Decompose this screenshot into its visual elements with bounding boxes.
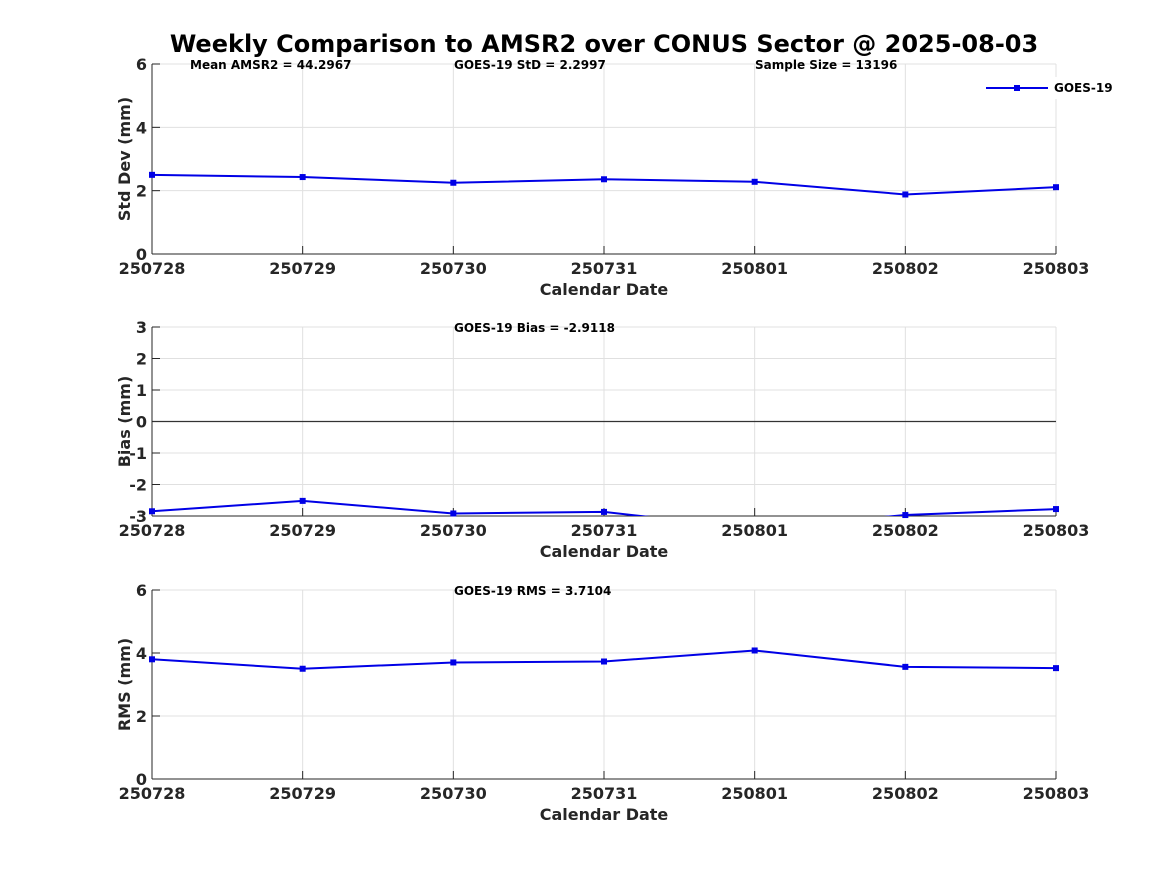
x-tick-label: 250729 [269, 259, 336, 278]
data-point [1053, 184, 1059, 191]
x-tick-label: 250730 [420, 259, 487, 278]
data-point [751, 647, 758, 654]
subplots: 250728 250729 250730 250731 250801 250802 2508… [115, 55, 1089, 824]
y-axis-label: Bias (mm) [115, 376, 134, 468]
stat-annotation: Sample Size = 13196 [755, 58, 897, 72]
legend-marker-icon [1014, 85, 1020, 91]
y-axis-label: Std Dev (mm) [115, 97, 134, 221]
chart-title: Weekly Comparison to AMSR2 over CONUS Se… [170, 30, 1038, 58]
y-tick-label: -2 [129, 476, 147, 495]
x-tick-label: 250801 [721, 259, 788, 278]
x-tick-label: 250803 [1023, 784, 1090, 803]
x-tick-label: 250728 [119, 521, 186, 540]
y-tick-label: 6 [136, 55, 147, 74]
x-tick-label: 250731 [571, 259, 638, 278]
stat-annotation: GOES-19 RMS = 3.7104 [454, 584, 611, 598]
x-tick-label: 250802 [872, 784, 939, 803]
x-tick-label: 250729 [269, 521, 336, 540]
data-point [149, 171, 155, 178]
x-tick-label: 250803 [1023, 259, 1090, 278]
data-point [601, 508, 607, 515]
data-point [299, 665, 306, 672]
y-tick-label: 4 [136, 644, 147, 663]
x-axis-label: Calendar Date [540, 542, 669, 561]
x-tick-label: 250803 [1023, 521, 1090, 540]
stat-annotation: Mean AMSR2 = 44.2967 [190, 58, 351, 72]
data-point [902, 512, 909, 519]
data-point [450, 179, 457, 186]
subplot-3: 250728 250729 250730 250731 250801 250802 2508… [115, 581, 1089, 824]
x-tick-label: 250801 [721, 784, 788, 803]
y-tick-label: 0 [136, 770, 147, 789]
y-tick-label: 4 [136, 118, 147, 137]
x-tick-label: 250802 [872, 521, 939, 540]
x-tick-label: 250729 [269, 784, 336, 803]
legend: GOES-19 [978, 77, 1118, 99]
x-tick-label: 250728 [119, 784, 186, 803]
y-tick-label: -3 [129, 507, 147, 526]
x-tick-label: 250730 [420, 521, 487, 540]
x-tick-label: 250731 [571, 784, 638, 803]
y-tick-label: 1 [136, 381, 147, 400]
data-point [1053, 506, 1059, 513]
data-point [450, 510, 457, 517]
y-tick-label: 0 [136, 413, 147, 432]
data-point [299, 497, 306, 504]
stat-annotation: GOES-19 Bias = -2.9118 [454, 321, 615, 335]
y-tick-label: 2 [136, 182, 147, 201]
data-point [450, 659, 457, 666]
data-point [751, 178, 758, 185]
x-tick-label: 250731 [571, 521, 638, 540]
subplot-2: 250728 250729 250730 250731 250801 250802 2508… [115, 318, 1089, 561]
data-point [149, 508, 155, 515]
data-point [601, 658, 607, 665]
stat-annotation: GOES-19 StD = 2.2997 [454, 58, 606, 72]
legend-label: GOES-19 [1054, 81, 1113, 95]
y-tick-label: -1 [129, 444, 147, 463]
x-tick-label: 250801 [721, 521, 788, 540]
y-tick-label: 3 [136, 318, 147, 337]
data-point [902, 191, 909, 198]
y-tick-label: 6 [136, 581, 147, 600]
data-point [1053, 665, 1059, 672]
y-tick-label: 2 [136, 350, 147, 369]
y-axis-label: RMS (mm) [115, 638, 134, 731]
data-point [902, 663, 909, 670]
y-tick-label: 0 [136, 245, 147, 264]
data-point [149, 656, 155, 663]
data-point [601, 176, 607, 183]
x-axis-label: Calendar Date [540, 805, 669, 824]
subplot-1: 250728 250729 250730 250731 250801 250802 2508… [115, 55, 1089, 299]
data-point [299, 174, 306, 181]
x-axis-label: Calendar Date [540, 280, 669, 299]
y-tick-label: 2 [136, 707, 147, 726]
x-tick-label: 250802 [872, 259, 939, 278]
x-tick-label: 250730 [420, 784, 487, 803]
x-tick-label: 250728 [119, 259, 186, 278]
